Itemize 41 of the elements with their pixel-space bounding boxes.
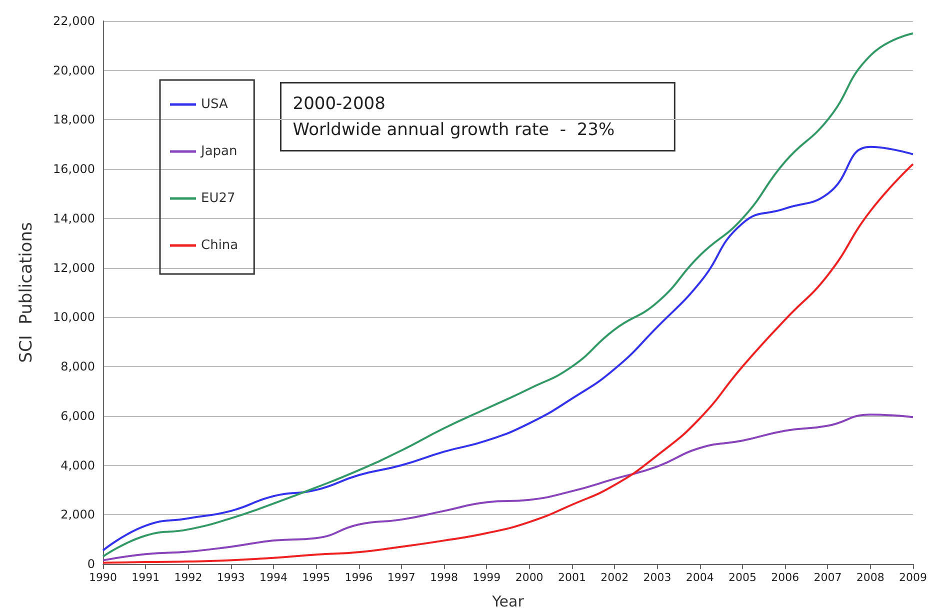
y-tick-label: 0 xyxy=(87,557,95,571)
x-tick-label: 2003 xyxy=(643,571,672,584)
y-axis-title: SCI Publications xyxy=(16,222,36,363)
x-tick-label: 2002 xyxy=(600,571,629,584)
y-tick-label: 18,000 xyxy=(53,112,95,127)
x-tick-label: 1991 xyxy=(132,571,160,584)
y-tick-label: 14,000 xyxy=(53,211,95,226)
x-tick-label: 1993 xyxy=(216,571,245,584)
y-tick-label: 12,000 xyxy=(53,260,95,275)
legend-label: USA xyxy=(201,97,228,112)
x-tick-label: 1997 xyxy=(387,571,416,584)
line-series xyxy=(102,32,914,558)
x-tick-label: 1994 xyxy=(260,571,288,584)
y-tick-label: 2,000 xyxy=(60,508,95,522)
y-tick-label: 4,000 xyxy=(60,458,95,472)
x-tick-label: 2007 xyxy=(814,571,842,584)
x-tick-label: 1990 xyxy=(89,571,117,584)
y-tick-label: 6,000 xyxy=(60,408,95,423)
x-tick-label: 2000 xyxy=(515,571,544,584)
x-tick-label: 1992 xyxy=(174,571,202,584)
x-tick-label: 2008 xyxy=(856,571,884,584)
x-tick-label: 2001 xyxy=(558,571,586,584)
line-series xyxy=(102,414,914,562)
y-tick-label: 22,000 xyxy=(53,14,95,28)
y-tick-label: 8,000 xyxy=(60,360,95,374)
legend-label: Japan xyxy=(200,144,238,159)
x-tick-label: 2006 xyxy=(771,571,800,584)
x-axis-title: Year xyxy=(491,592,525,610)
x-tick-label: 1995 xyxy=(302,571,330,584)
legend-label: China xyxy=(201,238,238,253)
x-tick-label: 2004 xyxy=(686,571,714,584)
x-tick-label: 2009 xyxy=(899,571,927,584)
y-tick-label: 16,000 xyxy=(53,162,95,176)
annotation: 2000-2008 Worldwide annual growth rate - 23% xyxy=(292,94,615,140)
x-tick-label: 1998 xyxy=(430,571,458,584)
x-tick-label: 1999 xyxy=(472,571,501,584)
y-tick-label: 20,000 xyxy=(53,63,95,78)
legend-label: EU27 xyxy=(201,191,236,206)
x-tick-label: 2005 xyxy=(728,571,756,584)
x-tick-label: 1996 xyxy=(344,571,373,584)
y-tick-label: 10,000 xyxy=(53,310,95,324)
